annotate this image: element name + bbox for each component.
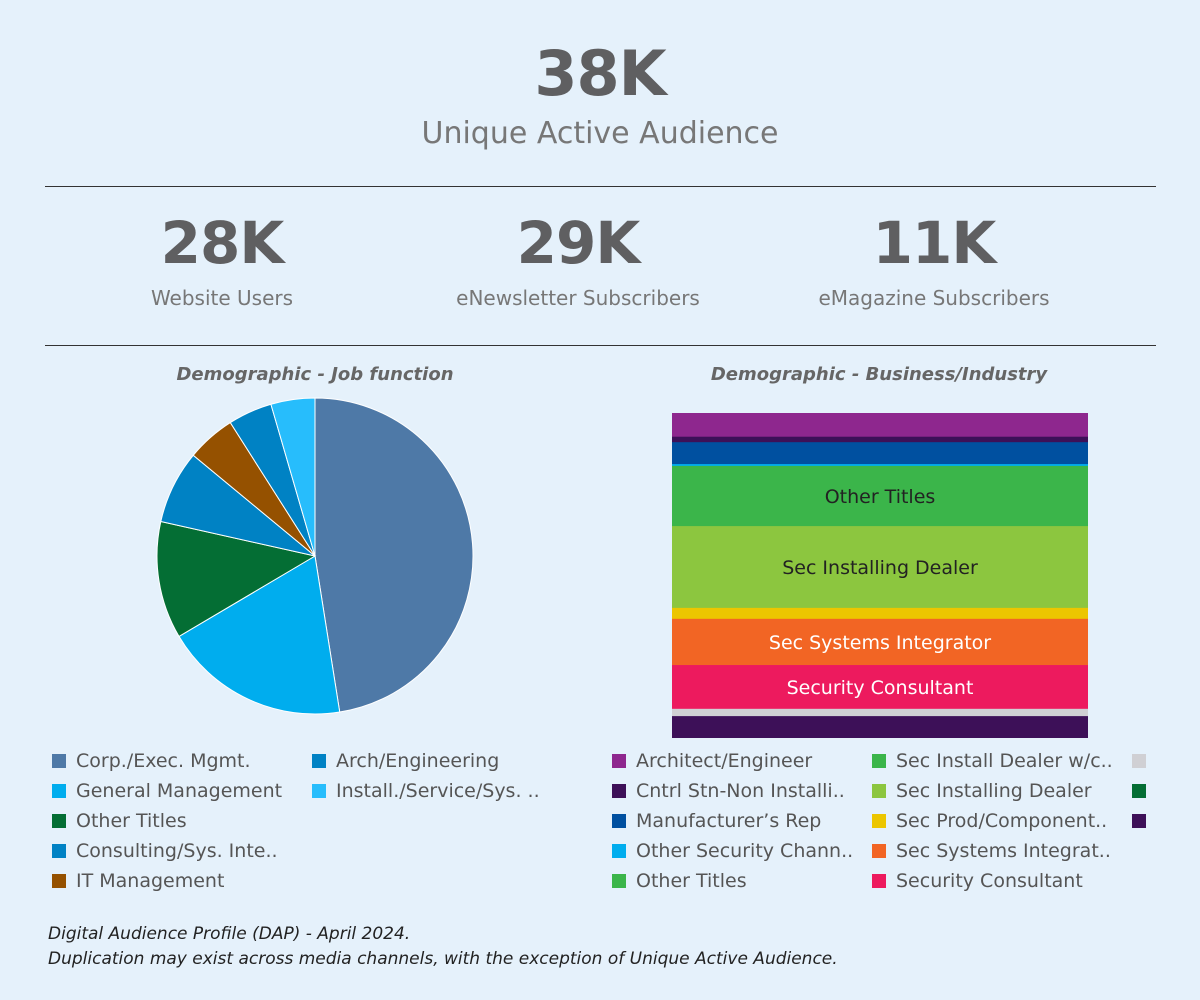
footnote-line-1: Digital Audience Profile (DAP) - April 2… bbox=[48, 924, 411, 944]
legend-swatch bbox=[52, 844, 66, 858]
bar-segment-label: Sec Systems Integrator bbox=[769, 632, 991, 654]
divider-middle bbox=[45, 345, 1156, 346]
legend-swatch bbox=[1132, 754, 1146, 768]
legend-label: Corp./Exec. Mgmt. bbox=[76, 750, 251, 772]
legend-swatch bbox=[612, 844, 626, 858]
bar-segment-label: Security Consultant bbox=[787, 677, 974, 699]
kpi-label: eMagazine Subscribers bbox=[818, 286, 1050, 310]
legend-swatch bbox=[52, 814, 66, 828]
hero-metric: 38K Unique Active Audience bbox=[0, 38, 1200, 154]
bar-segment-architect-engineer bbox=[672, 413, 1088, 438]
footnote-line-2: Duplication may exist across media chann… bbox=[48, 949, 838, 969]
legend-swatch bbox=[612, 784, 626, 798]
legend-swatch bbox=[52, 754, 66, 768]
legend-label: IT Management bbox=[76, 870, 225, 892]
legend-label: Arch/Engineering bbox=[336, 750, 500, 772]
legend-label: Architect/Engineer bbox=[636, 750, 813, 772]
divider-top bbox=[45, 186, 1156, 187]
legend-swatch bbox=[312, 784, 326, 798]
legend-label: Manufacturer’s Rep bbox=[636, 810, 822, 832]
legend-swatch bbox=[1132, 814, 1146, 828]
legend-label: Install./Service/Sys. .. bbox=[336, 780, 540, 802]
hero-value: 38K bbox=[534, 37, 666, 110]
bar-segment-sec-prod-component bbox=[672, 607, 1088, 620]
legend-swatch bbox=[52, 874, 66, 888]
pie-slice-general-management bbox=[178, 555, 341, 715]
legend-label: Consulting/Sys. Inte.. bbox=[76, 840, 278, 862]
bar-chart-title: Demographic - Business/Industry bbox=[710, 364, 1048, 385]
legend-label: Sec Install Dealer w/c.. bbox=[896, 750, 1113, 772]
legend-swatch bbox=[872, 874, 886, 888]
legend-label: Other Titles bbox=[76, 810, 187, 832]
bar-segment-unlabeled-9 bbox=[672, 708, 1088, 717]
bar-segment-label: Other Titles bbox=[825, 486, 936, 508]
job-function-pie-chart bbox=[156, 397, 474, 715]
legend-label: General Management bbox=[76, 780, 283, 802]
legend-swatch bbox=[612, 814, 626, 828]
business-industry-bar-chart: Other Titles Sec Installing Dealer Sec Sys… bbox=[672, 413, 1088, 738]
footnote: Digital Audience Profile (DAP) - April 2… bbox=[48, 922, 838, 972]
legend-swatch bbox=[52, 784, 66, 798]
legend-swatch bbox=[872, 784, 886, 798]
kpi-emagazine-subscribers: 11K eMagazine Subscribers bbox=[754, 208, 1114, 312]
pie-slice-other-titles bbox=[156, 520, 317, 638]
legend-label: Cntrl Stn-Non Installi.. bbox=[636, 780, 845, 802]
kpi-value: 28K bbox=[160, 209, 285, 277]
bar-segment-unlabeled-10 bbox=[672, 716, 1088, 738]
kpi-label: Website Users bbox=[150, 286, 294, 310]
kpi-value: 11K bbox=[872, 209, 997, 277]
bar-segment-cntrl-stn-non-installi bbox=[672, 436, 1088, 443]
bar-segment-security-consultant bbox=[672, 665, 1088, 710]
pie-slice-install-service-sys bbox=[270, 397, 316, 557]
kpi-value: 29K bbox=[516, 209, 641, 277]
legend-swatch bbox=[312, 754, 326, 768]
legend-label: Sec Installing Dealer bbox=[896, 780, 1092, 802]
kpi-enewsletter-subscribers: 29K eNewsletter Subscribers bbox=[398, 208, 758, 312]
pie-slice-corp-exec-mgmt bbox=[314, 397, 474, 713]
legend-label: Other Titles bbox=[636, 870, 747, 892]
hero-label: Unique Active Audience bbox=[421, 116, 779, 151]
bar-segment-sec-installing-dealer bbox=[672, 526, 1088, 609]
legend-swatch bbox=[872, 844, 886, 858]
legend-swatch bbox=[612, 874, 626, 888]
bar-segment-other-security-chann bbox=[672, 464, 1088, 467]
bar-segment-sec-systems-integrator bbox=[672, 618, 1088, 666]
legend-swatch bbox=[872, 814, 886, 828]
legend-label: Other Security Chann.. bbox=[636, 840, 854, 862]
legend-swatch bbox=[612, 754, 626, 768]
legend-swatch bbox=[1132, 784, 1146, 798]
bar-segment-label: Sec Installing Dealer bbox=[782, 557, 978, 579]
bar-segment-manufacturer-s-rep bbox=[672, 442, 1088, 465]
legend-label: Sec Systems Integrat.. bbox=[896, 840, 1111, 862]
kpi-website-users: 28K Website Users bbox=[42, 208, 402, 312]
pie-chart-title: Demographic - Job function bbox=[176, 364, 454, 385]
bar-segment-other-titles bbox=[672, 465, 1088, 527]
legend-swatch bbox=[872, 754, 886, 768]
kpi-label: eNewsletter Subscribers bbox=[456, 286, 700, 310]
legend-label: Security Consultant bbox=[896, 870, 1083, 892]
legend-label: Sec Prod/Component.. bbox=[896, 810, 1108, 832]
